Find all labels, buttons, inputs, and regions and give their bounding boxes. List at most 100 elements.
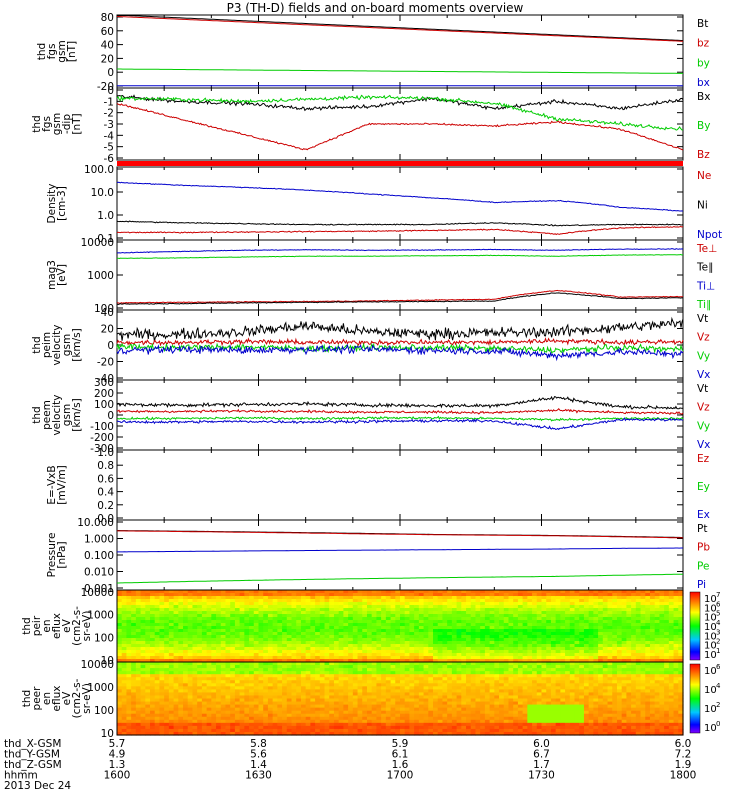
spectrogram-cell xyxy=(338,614,344,618)
spectrogram-cell xyxy=(362,695,368,700)
spectrogram-cell xyxy=(140,608,146,612)
spectrogram-cell xyxy=(126,647,132,651)
colorbar-exponent: 1 xyxy=(716,647,720,655)
spectrogram-cell xyxy=(612,614,618,618)
spectrogram-cell xyxy=(244,644,250,648)
spectrogram-cell xyxy=(300,635,307,639)
spectrogram-cell xyxy=(267,611,274,615)
spectrogram-cell xyxy=(324,626,330,630)
spectrogram-cell xyxy=(404,632,411,636)
spectrogram-cell xyxy=(522,602,528,606)
spectrogram-cell xyxy=(117,641,123,645)
spectrogram-cell xyxy=(126,596,132,600)
spectrogram-cell xyxy=(263,722,269,727)
spectrogram-cell xyxy=(135,668,142,672)
spectrogram-cell xyxy=(121,590,128,594)
spectrogram-cell xyxy=(381,629,387,633)
spectrogram-cell xyxy=(442,596,448,600)
spectrogram-cell xyxy=(494,653,500,657)
spectrogram-cell xyxy=(409,710,415,715)
spectrogram-cell xyxy=(579,617,585,621)
spectrogram-cell xyxy=(319,677,326,681)
spectrogram-cell xyxy=(154,701,161,706)
spectrogram-cell xyxy=(555,644,561,648)
spectrogram-cell xyxy=(390,602,396,606)
spectrogram-cell xyxy=(178,689,184,694)
spectrogram-cell xyxy=(249,725,255,730)
spectrogram-cell xyxy=(164,719,170,724)
spectrogram-cell xyxy=(423,671,429,675)
spectrogram-cell xyxy=(135,617,142,621)
y-tick-label: 10 xyxy=(101,655,114,667)
spectrogram-cell xyxy=(230,635,236,639)
spectrogram-cell xyxy=(560,599,566,603)
y-axis-label: thd xyxy=(31,115,43,132)
spectrogram-cell xyxy=(220,605,227,609)
spectrogram-cell xyxy=(145,656,151,660)
spectrogram-cell xyxy=(451,614,458,618)
spectrogram-cell xyxy=(366,593,373,597)
spectrogram-cell xyxy=(423,593,429,597)
spectrogram-cell xyxy=(150,605,156,609)
spectrogram-cell xyxy=(362,605,368,609)
spectrogram-cell xyxy=(418,599,425,603)
spectrogram-cell xyxy=(315,626,321,630)
y-axis-label: [km/s] xyxy=(71,328,83,362)
spectrogram-cell xyxy=(343,620,349,624)
spectrogram-cell xyxy=(555,638,561,642)
spectrogram-cell xyxy=(357,614,363,618)
spectrogram-cell xyxy=(230,713,236,718)
spectrogram-cell xyxy=(583,650,590,654)
spectrogram-cell xyxy=(395,629,401,633)
spectrogram-cell xyxy=(319,686,326,690)
spectrogram-cell xyxy=(404,695,411,700)
spectrogram-cell xyxy=(286,632,293,636)
spectrogram-cell xyxy=(258,683,264,687)
spectrogram-cell xyxy=(395,656,401,660)
spectrogram-cell xyxy=(216,638,222,642)
spectrogram-cell xyxy=(121,605,128,609)
spectrogram-cell xyxy=(305,731,311,736)
spectrogram-cell xyxy=(371,626,378,630)
spectrogram-cell xyxy=(664,617,670,621)
spectrogram-cell xyxy=(282,626,288,630)
spectrogram-cell xyxy=(319,644,326,648)
y-tick-label: 0 xyxy=(107,67,114,79)
spectrogram-cell xyxy=(428,617,434,621)
spectrogram-cell xyxy=(456,605,462,609)
spectrogram-cell xyxy=(536,653,543,657)
spectrogram-cell xyxy=(272,662,278,666)
spectrogram-cell xyxy=(239,719,245,724)
spectrogram-cell xyxy=(654,620,661,624)
spectrogram-cell xyxy=(381,590,387,594)
spectrogram-cell xyxy=(527,650,533,654)
spectrogram-cell xyxy=(536,659,543,663)
colorbar-label: 10 xyxy=(704,594,717,605)
spectrogram-cell xyxy=(145,632,151,636)
spectrogram-cell xyxy=(461,635,467,639)
spectrogram-cell xyxy=(451,620,458,624)
y-tick-label: 40 xyxy=(101,40,114,52)
spectrogram-cell xyxy=(286,647,293,651)
spectrogram-cell xyxy=(329,689,335,694)
spectrogram-cell xyxy=(173,725,179,730)
spectrogram-cell xyxy=(517,638,524,642)
spectrogram-cell xyxy=(522,626,528,630)
spectrogram-cell xyxy=(315,695,321,700)
spectrogram-cell xyxy=(126,701,132,706)
spectrogram-cell xyxy=(343,602,349,606)
spectrogram-cell xyxy=(324,611,330,615)
spectrogram-cell xyxy=(253,668,260,672)
spectrogram-cell xyxy=(362,614,368,618)
spectrogram-cell xyxy=(654,626,661,630)
spectrogram-cell xyxy=(437,623,444,627)
spectrogram-cell xyxy=(239,617,245,621)
spectrogram-cell xyxy=(362,686,368,690)
spectrogram-cell xyxy=(546,617,552,621)
spectrogram-cell xyxy=(249,617,255,621)
spectrogram-cell xyxy=(192,671,198,675)
spectrogram-cell xyxy=(197,626,203,630)
spectrogram-cell xyxy=(616,644,623,648)
spectrogram-cell xyxy=(145,719,151,724)
spectrogram-cell xyxy=(117,596,123,600)
